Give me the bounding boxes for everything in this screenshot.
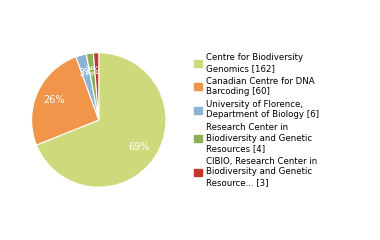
Text: 26%: 26% — [43, 95, 65, 105]
Wedge shape — [76, 54, 99, 120]
Wedge shape — [32, 57, 99, 145]
Text: 2%: 2% — [85, 66, 100, 76]
Text: 3%: 3% — [78, 68, 93, 78]
Legend: Centre for Biodiversity
Genomics [162], Canadian Centre for DNA
Barcoding [60], : Centre for Biodiversity Genomics [162], … — [194, 53, 319, 187]
Wedge shape — [36, 53, 166, 187]
Text: 69%: 69% — [129, 143, 150, 152]
Wedge shape — [86, 53, 99, 120]
Wedge shape — [93, 53, 99, 120]
